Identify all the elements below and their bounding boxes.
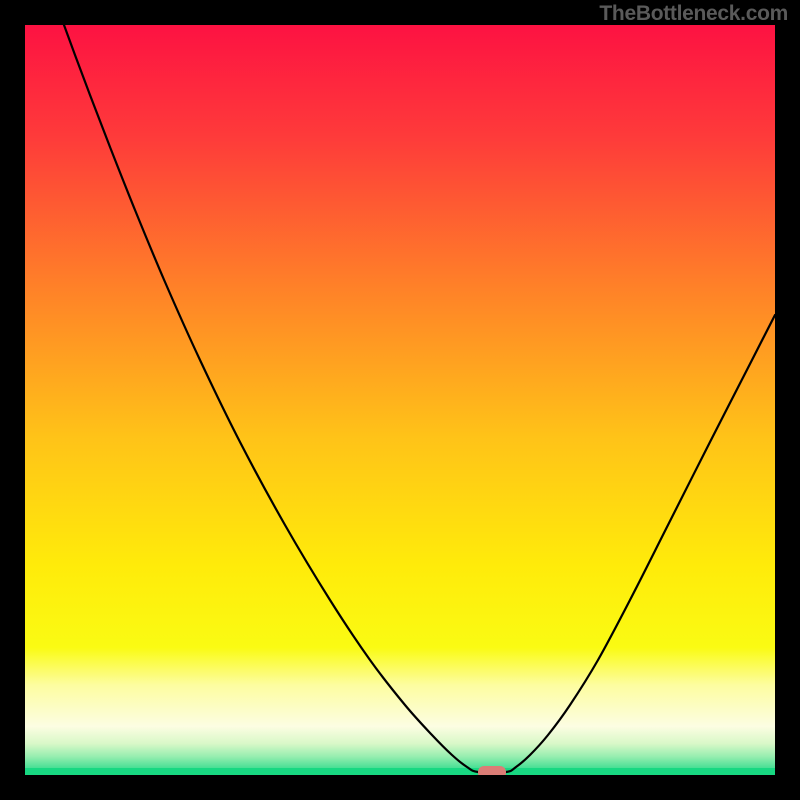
chart-frame	[0, 775, 800, 800]
chart-frame	[0, 0, 25, 800]
chart-frame	[775, 0, 800, 800]
watermark-text: TheBottleneck.com	[599, 2, 788, 26]
green-band	[25, 768, 775, 775]
chart-container: TheBottleneck.com	[0, 0, 800, 800]
plot-background	[25, 25, 775, 775]
bottleneck-chart	[0, 0, 800, 800]
